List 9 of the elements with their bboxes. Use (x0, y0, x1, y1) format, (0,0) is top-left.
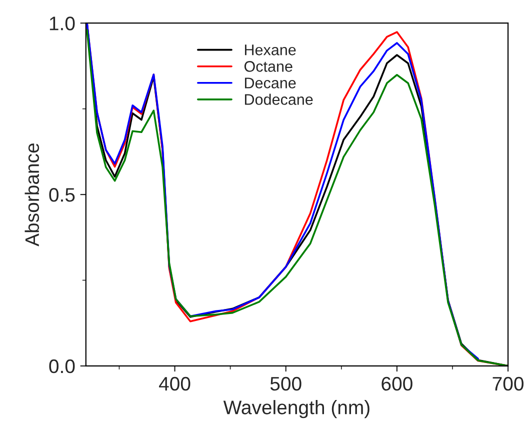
x-tick-label: 700 (492, 376, 524, 391)
x-tick-label: 500 (270, 376, 302, 391)
x-tick-label: 600 (382, 376, 412, 391)
y-tick-label: 0.5 (49, 188, 75, 202)
x-axis-title: Wavelength (nm) (223, 400, 370, 418)
x-tick-label: 400 (158, 376, 190, 391)
y-tick-label: 0.0 (49, 359, 75, 374)
y-tick-label: 1.0 (50, 16, 75, 30)
y-axis-title: Absorbance (24, 144, 40, 246)
